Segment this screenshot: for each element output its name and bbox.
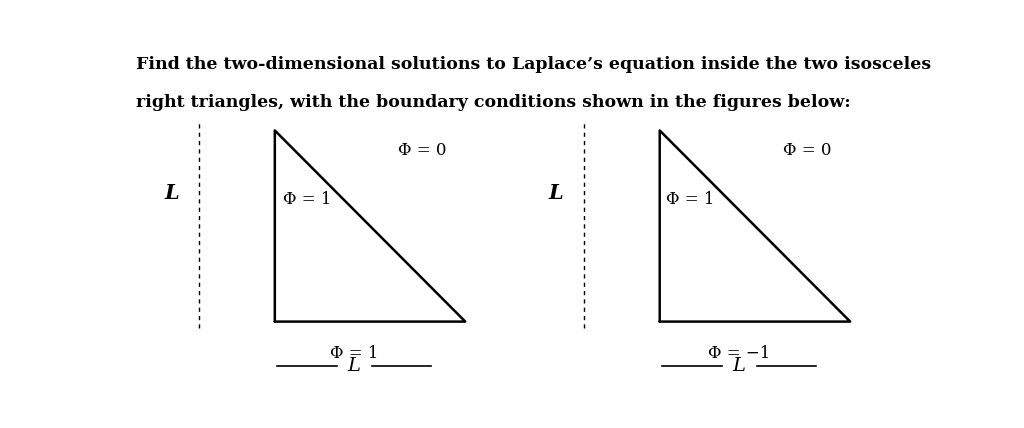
Text: Find the two-dimensional solutions to Laplace’s equation inside the two isoscele: Find the two-dimensional solutions to La… xyxy=(136,56,931,73)
Text: L: L xyxy=(732,357,745,375)
Text: Φ = 1: Φ = 1 xyxy=(330,345,379,362)
Text: Φ = 1: Φ = 1 xyxy=(283,191,331,208)
Text: L: L xyxy=(165,183,179,203)
Text: Φ = 0: Φ = 0 xyxy=(397,142,446,159)
Text: L: L xyxy=(348,357,360,375)
Text: Φ = 0: Φ = 0 xyxy=(782,142,831,159)
Text: L: L xyxy=(548,183,563,203)
Text: Φ = −1: Φ = −1 xyxy=(708,345,770,362)
Text: Φ = 1: Φ = 1 xyxy=(666,191,715,208)
Text: right triangles, with the boundary conditions shown in the figures below:: right triangles, with the boundary condi… xyxy=(136,94,851,111)
